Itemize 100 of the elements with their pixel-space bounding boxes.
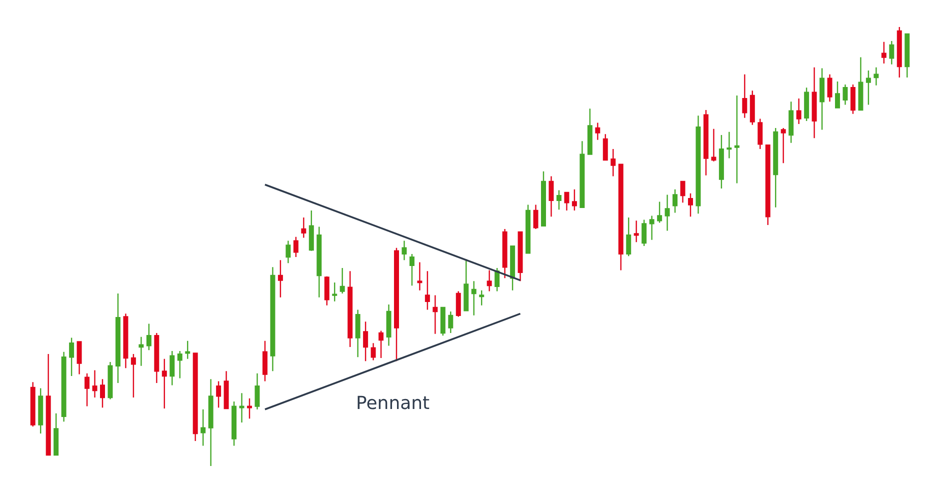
candlestick: [30, 382, 36, 428]
candlestick: [123, 313, 128, 369]
candlestick: [471, 280, 476, 316]
candlestick: [703, 109, 708, 176]
candlestick: [510, 245, 516, 291]
candlestick: [54, 412, 59, 456]
candlestick: [866, 70, 871, 106]
candlestick: [479, 290, 484, 306]
candlestick: [742, 74, 748, 118]
candlestick: [812, 66, 817, 139]
candlestick: [154, 332, 160, 384]
candlestick: [842, 84, 848, 106]
candlestick: [247, 398, 252, 420]
candlestick: [796, 98, 802, 125]
candlestick: [76, 341, 82, 375]
candlestick: [293, 236, 298, 258]
candlestick: [417, 262, 422, 291]
candlestick: [556, 190, 562, 210]
candlestick: [804, 86, 810, 122]
candlestick: [850, 84, 856, 115]
candlestick: [657, 201, 662, 224]
candlestick: [38, 388, 44, 434]
candlestick: [494, 267, 500, 292]
candlestick: [502, 228, 508, 279]
candlestick: [634, 220, 639, 243]
candlestick: [696, 115, 701, 214]
candlestick: [780, 127, 786, 164]
candlestick: [533, 204, 538, 230]
candlestick: [618, 164, 624, 271]
candlestick: [200, 408, 206, 446]
candlestick: [316, 226, 322, 298]
candlestick: [541, 170, 546, 226]
candlestick: [718, 134, 724, 190]
candlestick: [108, 361, 113, 400]
candlestick: [146, 323, 152, 351]
candlestick: [564, 192, 570, 212]
candlestick: [526, 204, 531, 254]
candlestick: [394, 247, 399, 362]
candlestick: [370, 342, 376, 361]
candlestick: [858, 56, 864, 111]
candlestick: [192, 352, 198, 442]
candlestick: [664, 194, 670, 232]
candlestick: [758, 118, 763, 150]
candlestick: [308, 210, 314, 252]
candlestick: [340, 267, 345, 294]
candlestick: [680, 180, 686, 204]
candlestick: [84, 372, 90, 407]
candlestick: [170, 350, 175, 386]
candlestick: [711, 128, 716, 162]
candlestick: [896, 27, 902, 78]
candlestick: [548, 176, 554, 218]
candlestick: [904, 33, 910, 78]
candlestick: [100, 378, 105, 408]
candlestick: [788, 101, 794, 144]
candlestick: [881, 41, 886, 64]
candlestick: [286, 240, 291, 264]
candlestick: [262, 340, 268, 382]
candlestick: [270, 266, 276, 372]
candlestick: [378, 330, 384, 359]
candlestick: [773, 127, 778, 208]
candlestick: [595, 122, 600, 140]
candlestick: [216, 380, 222, 408]
candlestick: [61, 351, 66, 422]
candlestick: [610, 148, 616, 177]
candlestick: [456, 290, 461, 318]
candlestick: [518, 231, 523, 282]
candlestick: [874, 66, 879, 86]
candlestick: [348, 270, 353, 348]
candlestick: [765, 144, 770, 226]
candlestick: [649, 215, 654, 241]
candlestick: [278, 260, 283, 298]
candlestick: [386, 304, 392, 346]
candlestick: [208, 378, 214, 466]
candlestick: [239, 392, 244, 424]
candlestick: [889, 40, 894, 65]
candlestick: [464, 258, 469, 312]
candlestick: [580, 140, 585, 208]
candlestick: [301, 216, 306, 238]
candlestick: [402, 240, 407, 261]
candlestick: [750, 90, 755, 126]
candlestick: [672, 188, 678, 214]
candlestick: [254, 372, 260, 410]
candlestick: [130, 353, 136, 398]
candlestick: [587, 108, 592, 155]
candlestick: [432, 294, 438, 334]
candlestick: [332, 282, 338, 302]
candlestick: [232, 400, 237, 446]
candlestick: [177, 350, 182, 379]
candlestick: [69, 337, 74, 377]
candlestick: [486, 270, 492, 292]
candlestick: [440, 306, 446, 336]
candlestick: [448, 310, 454, 334]
candlestick: [138, 336, 144, 367]
candlestick: [224, 370, 229, 410]
candlestick: [827, 74, 832, 102]
candlestick: [688, 192, 693, 218]
candlestick: [92, 370, 98, 398]
candlestick: [734, 94, 740, 184]
candlestick: [424, 270, 430, 310]
candlestick: [185, 340, 190, 360]
